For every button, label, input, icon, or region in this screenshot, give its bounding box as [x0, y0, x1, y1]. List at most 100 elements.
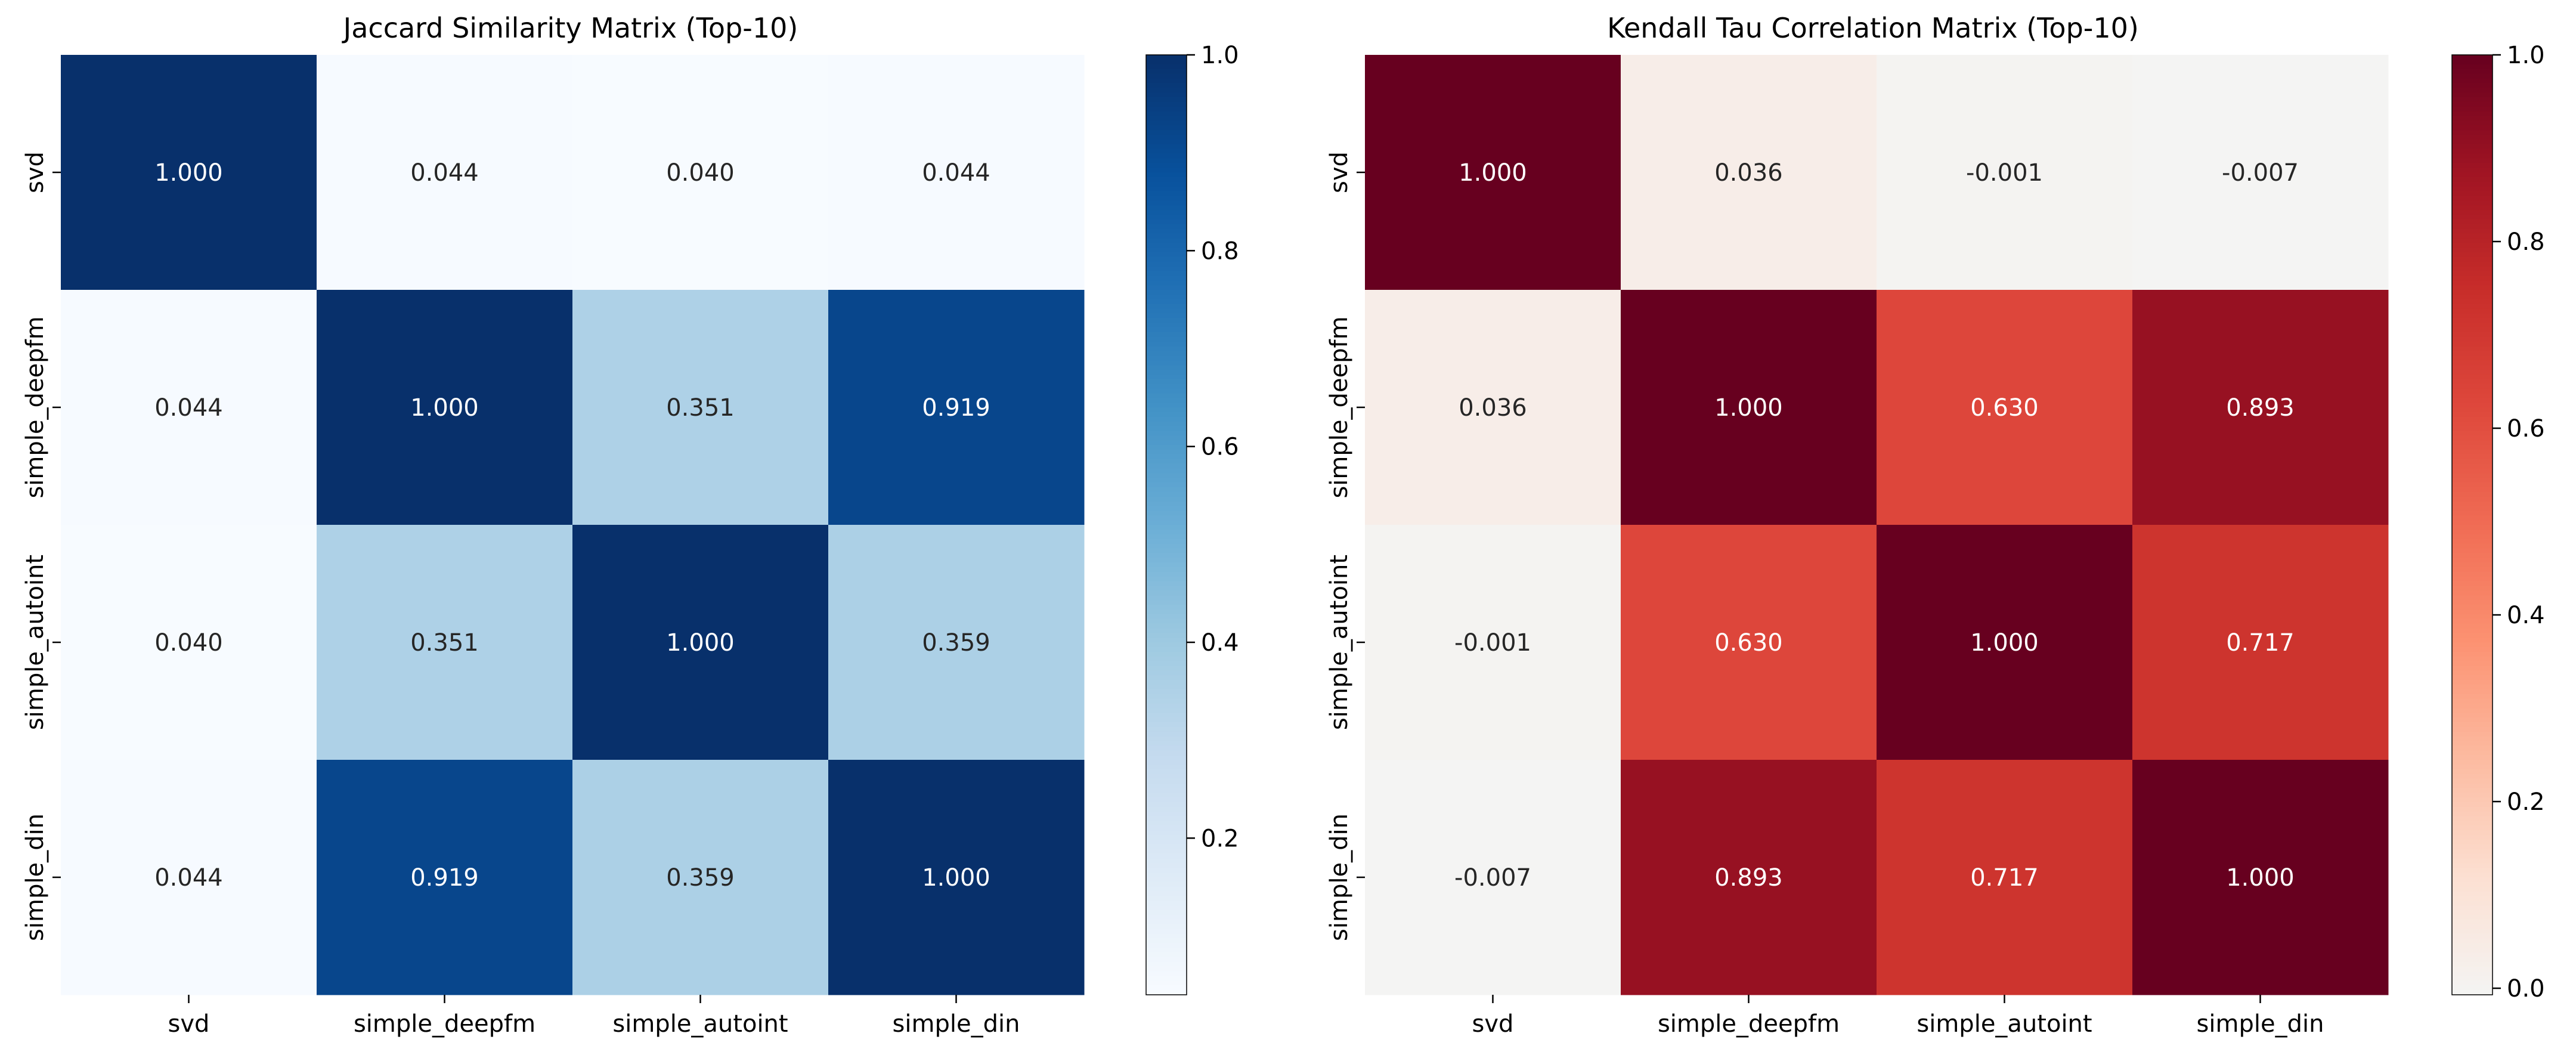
colorbar-segment	[1146, 64, 1187, 70]
colorbar-segment	[2452, 186, 2493, 192]
cell-value-label: 0.040	[154, 629, 223, 657]
colorbar-segment	[1146, 360, 1187, 366]
cell-value-label: 0.036	[1714, 159, 1783, 187]
colorbar-segment	[2452, 543, 2493, 549]
jaccard-col-labels: svd simple_deepfm simple_autoint simple_din	[168, 995, 1020, 1038]
colorbar-segment	[2452, 440, 2493, 446]
colorbar-segment	[2452, 101, 2493, 107]
colorbar-segment	[1146, 256, 1187, 262]
colorbar-segment	[1146, 915, 1187, 920]
colorbar-segment	[2452, 468, 2493, 474]
row-label: simple_deepfm	[21, 316, 49, 498]
colorbar-segment	[1146, 957, 1187, 963]
cell-value-label: 0.717	[2226, 629, 2295, 657]
colorbar-segment	[1146, 966, 1187, 972]
colorbar-segment	[1146, 769, 1187, 775]
colorbar-segment	[1146, 670, 1187, 676]
colorbar-segment	[1146, 971, 1187, 977]
colorbar-segment	[2452, 614, 2493, 620]
colorbar-segment	[2452, 520, 2493, 525]
colorbar-segment	[1146, 529, 1187, 535]
cell-value-label: 1.000	[1714, 394, 1783, 422]
heatmap-cell	[2132, 55, 2389, 290]
heatmap-cell	[572, 55, 829, 290]
colorbar-segment	[1146, 717, 1187, 723]
cell-value-label: 0.044	[410, 159, 479, 187]
colorbar-segment	[2452, 252, 2493, 258]
colorbar-segment	[1146, 863, 1187, 868]
colorbar-segment	[1146, 83, 1187, 88]
colorbar-segment	[2452, 233, 2493, 239]
colorbar-segment	[2452, 153, 2493, 159]
colorbar-segment	[1146, 130, 1187, 135]
colorbar-segment	[1146, 581, 1187, 587]
colorbar-segment	[1146, 233, 1187, 239]
colorbar-segment	[1146, 238, 1187, 243]
colorbar-segment	[1146, 661, 1187, 666]
heatmap-cell	[61, 290, 317, 525]
colorbar-segment	[1146, 511, 1187, 516]
colorbar-segment	[1146, 496, 1187, 502]
colorbar-segment	[2452, 581, 2493, 587]
colorbar-segment	[2452, 139, 2493, 145]
colorbar-segment	[1146, 811, 1187, 817]
colorbar-segment	[1146, 290, 1187, 295]
colorbar-segment	[1146, 600, 1187, 605]
colorbar-segment	[1146, 543, 1187, 549]
heatmap-cell	[61, 525, 317, 760]
colorbar-segment	[1146, 948, 1187, 953]
colorbar-segment	[1146, 431, 1187, 436]
heatmap-cell	[1365, 525, 1621, 760]
colorbar-segment	[2452, 59, 2493, 65]
cell-value-label: 1.000	[410, 394, 479, 422]
colorbar-segment	[2452, 134, 2493, 140]
colorbar-segment	[2452, 990, 2493, 995]
colorbar-segment	[2452, 64, 2493, 70]
colorbar-segment	[1146, 341, 1187, 347]
colorbar-segment	[2452, 365, 2493, 370]
colorbar-segment	[2452, 868, 2493, 873]
colorbar-segment	[2452, 896, 2493, 901]
colorbar-segment	[2452, 511, 2493, 516]
colorbar-segment	[1146, 919, 1187, 925]
colorbar-segment	[2452, 421, 2493, 427]
colorbar-segment	[2452, 881, 2493, 887]
colorbar-segment	[2452, 106, 2493, 112]
colorbar-segment	[1146, 318, 1187, 323]
colorbar-segment	[2452, 120, 2493, 126]
colorbar-segment	[2452, 901, 2493, 906]
colorbar-segment	[2452, 332, 2493, 338]
colorbar-frame	[1145, 54, 1187, 995]
colorbar-segment	[2452, 628, 2493, 633]
colorbar-segment	[2452, 158, 2493, 163]
colorbar-segment	[1146, 473, 1187, 478]
colorbar-segment	[1146, 873, 1187, 878]
heatmap-cell	[828, 760, 1085, 995]
colorbar-segment	[2452, 769, 2493, 775]
colorbar-frame	[2451, 54, 2493, 995]
colorbar-segment	[1146, 943, 1187, 948]
colorbar-segment	[2452, 811, 2493, 817]
colorbar-segment	[2452, 778, 2493, 784]
colorbar-segment	[1146, 929, 1187, 935]
colorbar-segment	[1146, 839, 1187, 845]
colorbar-segment	[2452, 844, 2493, 850]
colorbar-segment	[2452, 205, 2493, 211]
colorbar-segment	[2452, 858, 2493, 864]
colorbar-segment	[2452, 675, 2493, 680]
kendall-row-labels: svd simple_deepfm simple_autoint simple_din	[1326, 151, 1365, 941]
cell-value-label: 0.630	[1970, 394, 2039, 422]
colorbar-segment	[1146, 248, 1187, 253]
colorbar-segment	[1146, 760, 1187, 765]
colorbar-segment	[2452, 276, 2493, 281]
colorbar-segment	[2452, 731, 2493, 737]
col-label: simple_autoint	[612, 1010, 788, 1038]
colorbar-segment	[2452, 491, 2493, 497]
colorbar-segment	[1146, 604, 1187, 610]
heatmap-cell	[1877, 290, 2133, 525]
colorbar-segment	[1146, 403, 1187, 408]
colorbar-segment	[2452, 703, 2493, 709]
colorbar-segment	[2452, 849, 2493, 855]
colorbar-segment	[2452, 633, 2493, 638]
colorbar-segment	[2452, 600, 2493, 605]
